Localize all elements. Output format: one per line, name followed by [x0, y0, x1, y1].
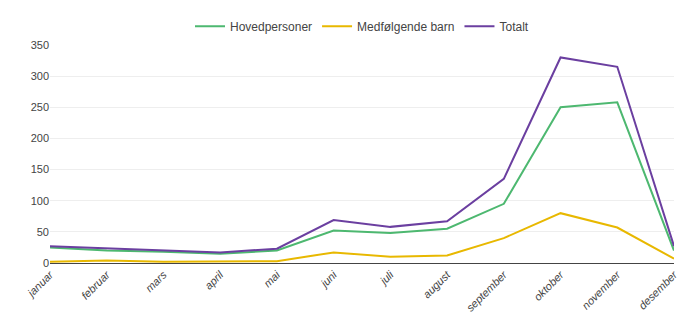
- svg-text:april: april: [202, 268, 226, 292]
- svg-text:mai: mai: [261, 268, 282, 289]
- svg-text:januar: januar: [24, 268, 56, 300]
- svg-text:150: 150: [31, 163, 49, 175]
- svg-text:juni: juni: [317, 268, 339, 290]
- svg-text:50: 50: [37, 226, 49, 238]
- svg-text:300: 300: [31, 70, 49, 82]
- svg-text:250: 250: [31, 101, 49, 113]
- svg-text:mars: mars: [143, 268, 169, 294]
- svg-text:Medfølgende barn: Medfølgende barn: [357, 20, 454, 34]
- svg-text:august: august: [421, 268, 454, 301]
- svg-text:Hovedpersoner: Hovedpersoner: [230, 20, 312, 34]
- svg-text:200: 200: [31, 132, 49, 144]
- svg-text:Totalt: Totalt: [499, 20, 528, 34]
- svg-text:september: september: [464, 268, 510, 314]
- svg-text:350: 350: [31, 39, 49, 51]
- svg-text:100: 100: [31, 195, 49, 207]
- svg-text:juli: juli: [376, 268, 396, 288]
- svg-text:desember: desember: [636, 268, 680, 312]
- svg-text:februar: februar: [79, 268, 113, 302]
- svg-text:november: november: [579, 268, 623, 312]
- svg-text:oktober: oktober: [531, 268, 566, 303]
- svg-text:0: 0: [43, 257, 49, 269]
